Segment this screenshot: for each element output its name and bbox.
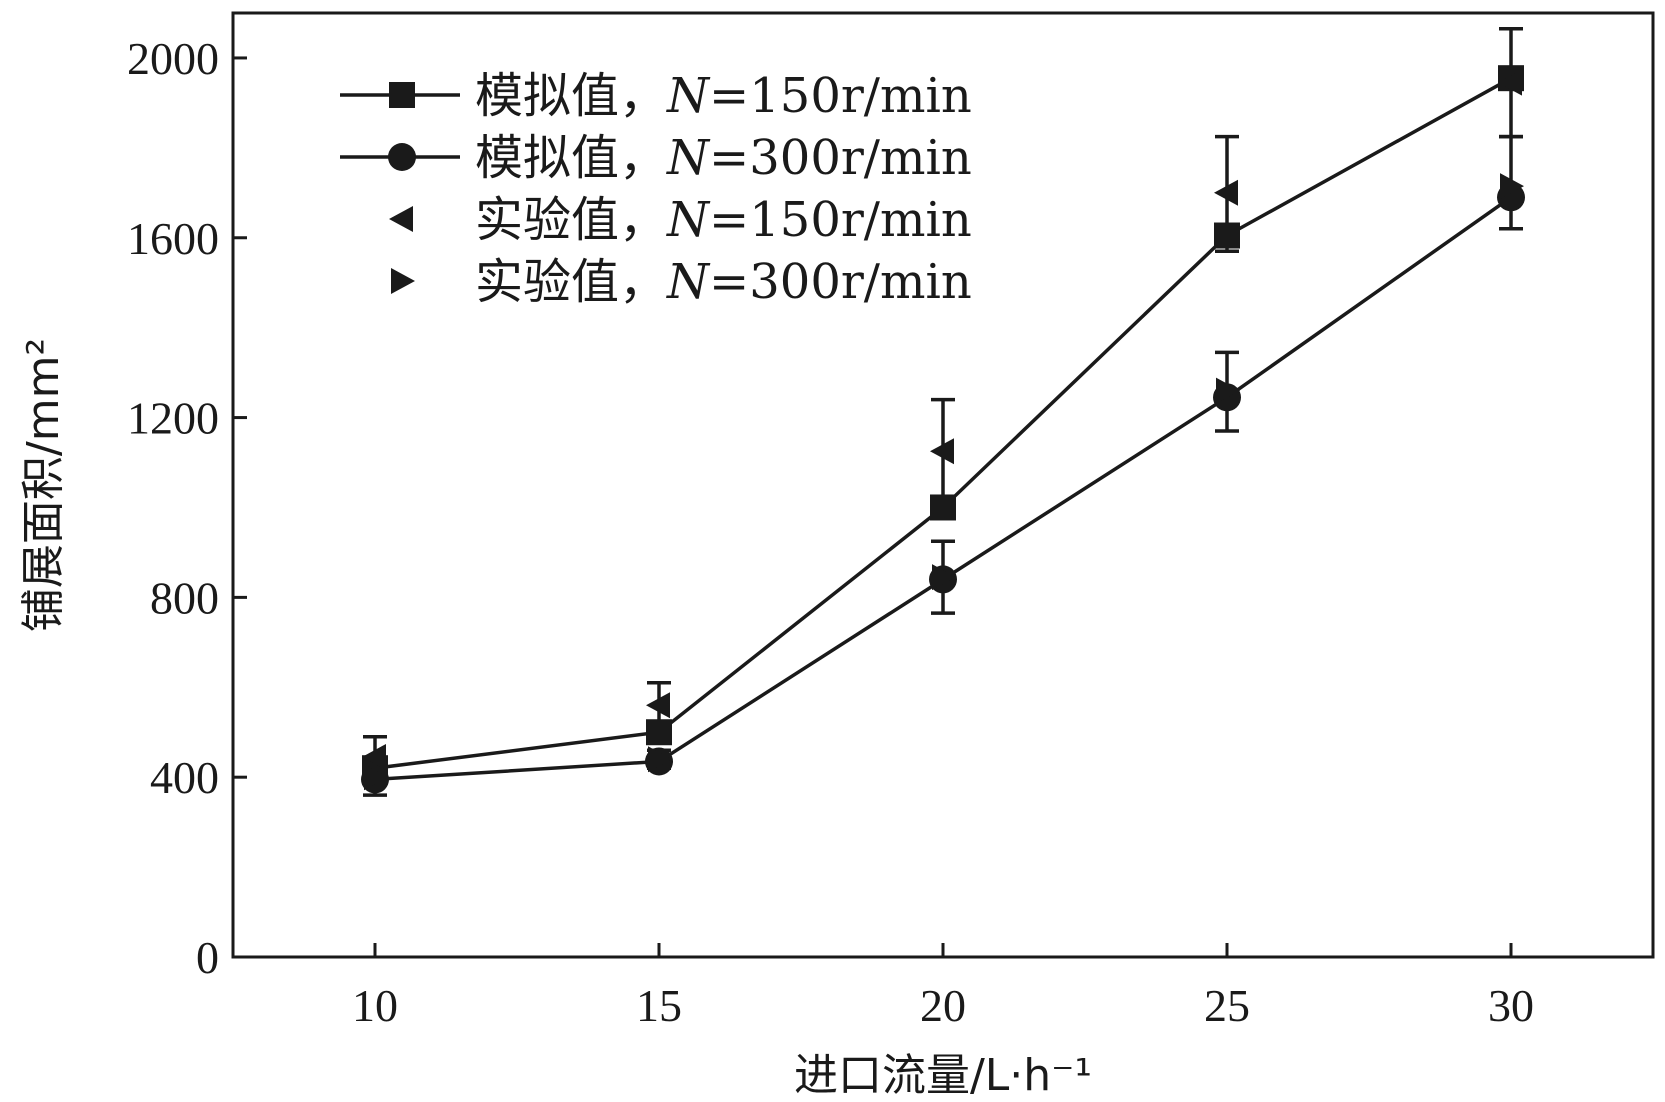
y-tick-label: 1600 (127, 213, 219, 264)
legend-item: 模拟值，N=300r/min (340, 130, 972, 186)
legend-label: 实验值，N=150r/min (475, 192, 972, 248)
legend-item: 实验值，N=150r/min (389, 192, 972, 248)
legend: 模拟值，N=150r/min 模拟值，N=300r/min 实验值，N=150r/m… (340, 68, 972, 310)
y-axis-title: 铺展面积/mm² (18, 338, 69, 632)
data-point (648, 746, 672, 773)
series-4 (363, 134, 1524, 797)
legend-marker (389, 206, 413, 232)
x-tick-label: 20 (920, 980, 966, 1031)
data-point (364, 764, 388, 791)
x-tick-label: 30 (1488, 980, 1534, 1031)
axis-ticks: 10 15 20 25 30 0 400 800 1200 1600 2000 (127, 33, 1534, 1031)
legend-item: 实验值，N=300r/min (391, 254, 972, 310)
legend-label: 模拟值，N=150r/min (475, 68, 972, 124)
y-tick-label: 1200 (127, 393, 219, 444)
legend-marker (391, 268, 415, 294)
legend-label: 实验值，N=300r/min (475, 254, 972, 310)
data-point (362, 743, 386, 770)
legend-label: 模拟值，N=300r/min (475, 130, 972, 186)
legend-marker (388, 143, 416, 171)
y-tick-label: 0 (196, 932, 219, 983)
data-point (646, 692, 670, 719)
y-tick-label: 800 (150, 572, 219, 623)
legend-item: 模拟值，N=150r/min (340, 68, 972, 124)
data-point (930, 438, 954, 465)
legend-marker (389, 82, 415, 108)
x-axis-title: 进口流量/L·h⁻¹ (794, 1050, 1092, 1101)
data-point (1216, 377, 1240, 404)
data-point (1500, 173, 1524, 200)
data-point (1214, 179, 1238, 206)
x-tick-label: 25 (1204, 980, 1250, 1031)
x-tick-label: 15 (636, 980, 682, 1031)
y-tick-label: 400 (150, 752, 219, 803)
data-point (1498, 69, 1522, 96)
series-layer (361, 26, 1525, 797)
data-point (932, 564, 956, 591)
x-tick-label: 10 (352, 980, 398, 1031)
y-tick-label: 2000 (127, 33, 219, 84)
